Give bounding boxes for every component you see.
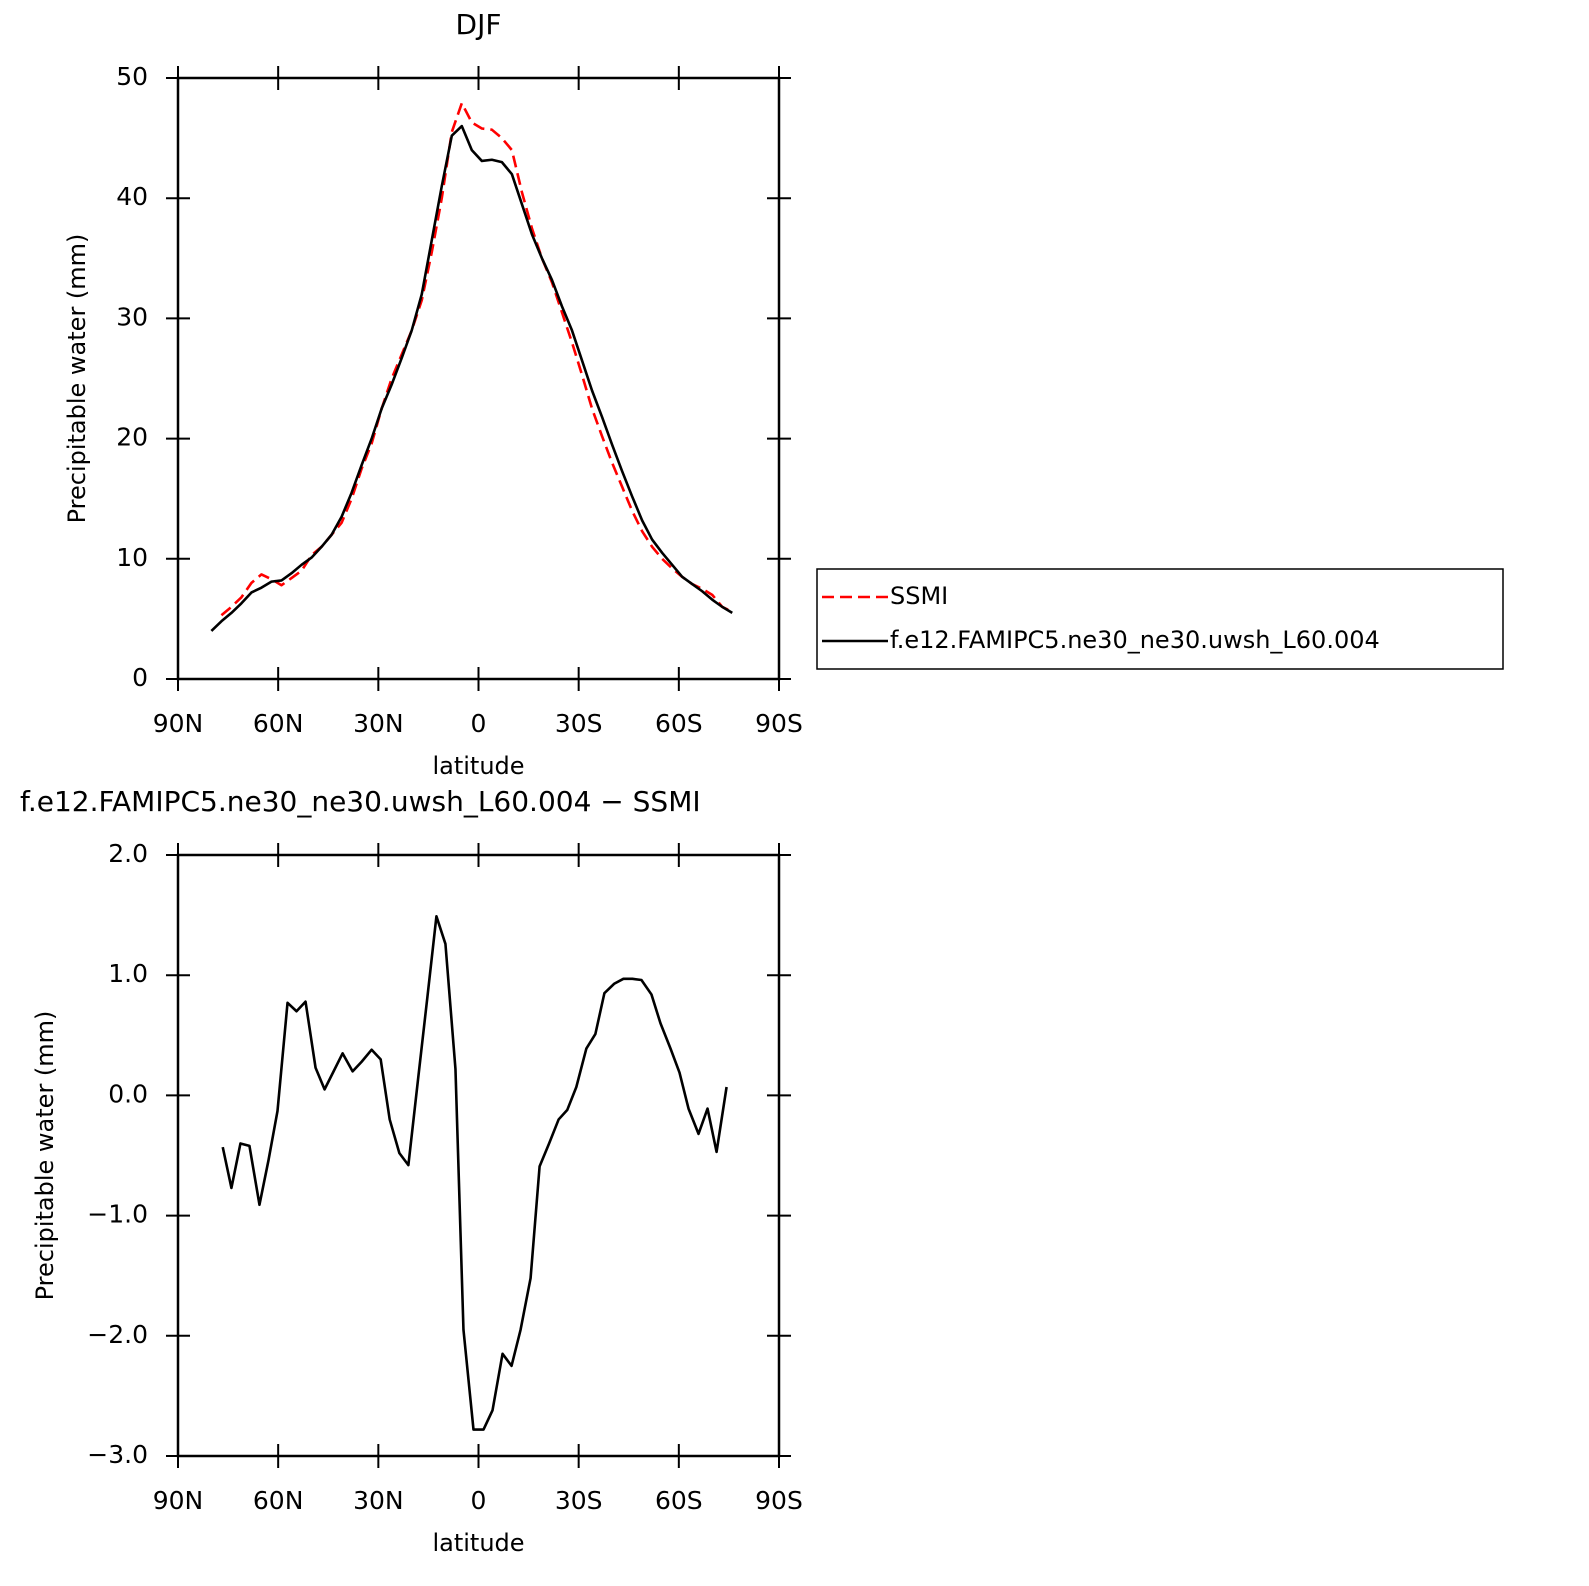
x-tick-label: 60S [655, 1486, 703, 1515]
data-line [220, 101, 733, 617]
legend-label: f.e12.FAMIPC5.ne30_ne30.uwsh_L60.004 [890, 626, 1380, 654]
y-tick-label: 30 [116, 302, 148, 331]
y-tick-label: −2.0 [87, 1320, 148, 1349]
x-axis-label: latitude [432, 752, 524, 780]
data-line [221, 915, 728, 1431]
x-tick-label: 90S [755, 709, 803, 738]
y-tick-label: 10 [116, 543, 148, 572]
x-tick-label: 60N [253, 709, 304, 738]
y-tick-label: −1.0 [87, 1200, 148, 1229]
y-tick-label: 40 [116, 182, 148, 211]
y-tick-label: 50 [116, 62, 148, 91]
y-tick-label: 2.0 [108, 839, 148, 868]
y-axis-label: Precipitable water (mm) [31, 1011, 59, 1301]
y-tick-label: 0.0 [108, 1079, 148, 1108]
x-tick-label: 90S [755, 1486, 803, 1515]
x-tick-label: 60N [253, 1486, 304, 1515]
x-tick-label: 30S [555, 709, 603, 738]
y-tick-label: 20 [116, 423, 148, 452]
legend-box [816, 568, 1504, 670]
y-tick-label: −3.0 [87, 1440, 148, 1469]
x-tick-label: 0 [471, 709, 487, 738]
x-tick-label: 30N [353, 709, 404, 738]
x-tick-label: 90N [153, 709, 204, 738]
x-tick-label: 90N [153, 1486, 204, 1515]
plot-frame [176, 76, 781, 681]
y-axis-label: Precipitable water (mm) [63, 234, 91, 524]
legend-label: SSMI [890, 582, 948, 610]
chart-title: DJF [456, 8, 502, 41]
y-tick-label: 1.0 [108, 959, 148, 988]
data-line [210, 124, 733, 632]
y-tick-label: 0 [132, 663, 148, 692]
x-axis-label: latitude [432, 1529, 524, 1557]
chart-title: f.e12.FAMIPC5.ne30_ne30.uwsh_L60.004 − S… [20, 785, 701, 818]
x-tick-label: 60S [655, 709, 703, 738]
x-tick-label: 30S [555, 1486, 603, 1515]
x-tick-label: 0 [471, 1486, 487, 1515]
x-tick-label: 30N [353, 1486, 404, 1515]
